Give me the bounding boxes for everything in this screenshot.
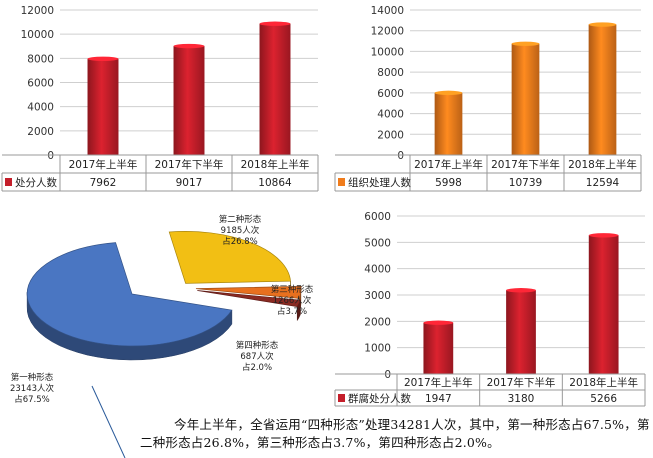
data-label: 7962	[90, 177, 117, 189]
bar-top	[423, 320, 454, 325]
pie-slice	[197, 290, 301, 307]
y-tick-label: 10000	[371, 46, 404, 58]
legend-label: 处分人数	[15, 176, 57, 189]
legend-swatch	[5, 178, 12, 186]
data-label: 9017	[176, 177, 203, 189]
pie-label: 1266人次	[273, 295, 312, 306]
y-tick-label: 5000	[364, 237, 391, 249]
pie-label: 占2.0%	[242, 362, 272, 373]
leader-line	[91, 385, 126, 458]
bar	[259, 23, 291, 155]
bar-top	[511, 41, 540, 46]
pie-label: 占67.5%	[14, 394, 50, 405]
y-tick-label: 2000	[27, 126, 54, 138]
x-tick-label: 2017年上半年	[404, 376, 473, 389]
chart-organizational-handling: 0 2000 4000 6000 8000 10000 12000 14000 2017年上半年…	[334, 5, 642, 192]
bar	[434, 92, 463, 155]
bar-top	[506, 288, 536, 293]
pie-slice	[195, 286, 302, 299]
data-label: 10864	[258, 177, 292, 189]
pie-label: 占3.7%	[277, 306, 307, 317]
bar	[506, 290, 536, 374]
bar	[423, 322, 454, 374]
pie-label: 第三种形态	[271, 284, 314, 295]
y-tick-label: 6000	[377, 88, 404, 100]
bar-top	[87, 56, 119, 61]
x-tick-label: 2018年上半年	[569, 376, 638, 389]
pie-label: 687人次	[240, 351, 274, 362]
x-tick-label: 2017年下半年	[491, 158, 560, 171]
x-tick-label: 2018年上半年	[568, 158, 637, 171]
y-tick-label: 1000	[364, 343, 391, 355]
y-tick-label: 3000	[364, 290, 391, 302]
caption-text: 今年上半年，全省运用“四种形态”处理34281人次，其中，第一种形态占67.5%…	[140, 417, 650, 450]
y-tick-label: 0	[397, 150, 404, 162]
data-label: 5998	[435, 177, 462, 189]
y-tick-label: 4000	[27, 102, 54, 114]
bar-top	[173, 43, 205, 49]
pie-label: 第二种形态	[219, 214, 262, 225]
legend-label: 组织处理人数	[348, 176, 411, 189]
bar-top	[434, 90, 463, 96]
y-tick-label: 8000	[377, 67, 404, 79]
y-tick-label: 12000	[371, 26, 404, 38]
y-tick-label: 2000	[364, 316, 391, 328]
pie-slice	[26, 242, 233, 347]
bar-top	[588, 22, 617, 27]
pie-label: 第一种形态	[11, 372, 54, 383]
legend-swatch	[338, 394, 345, 402]
y-tick-label: 2000	[377, 129, 404, 141]
data-label: 12594	[586, 177, 620, 189]
data-label: 1947	[425, 393, 452, 405]
bar	[87, 58, 119, 156]
chart-group-corruption: 0 1000 2000 3000 4000 5000 6000 2017年上半年 1947 201…	[334, 211, 646, 407]
x-tick-label: 2017年上半年	[69, 158, 138, 171]
y-tick-label: 4000	[377, 109, 404, 121]
y-tick-label: 0	[384, 369, 391, 381]
x-tick-label: 2017年下半年	[487, 376, 556, 389]
x-tick-label: 2018年上半年	[241, 158, 310, 171]
pie-label: 23143人次	[10, 383, 55, 394]
bar-top	[259, 21, 291, 26]
y-tick-label: 8000	[27, 53, 54, 65]
pie-label: 9185人次	[221, 225, 260, 236]
x-tick-label: 2017年上半年	[414, 158, 483, 171]
bar	[511, 43, 540, 155]
y-tick-label: 4000	[364, 264, 391, 276]
pie-label: 第四种形态	[236, 340, 279, 351]
y-tick-label: 10000	[21, 29, 54, 41]
x-tick-label: 2017年下半年	[155, 158, 224, 171]
y-tick-label: 0	[47, 150, 54, 162]
pie-label: 占26.8%	[222, 236, 258, 247]
data-label: 5266	[590, 393, 617, 405]
legend-label: 群腐处分人数	[348, 392, 411, 405]
y-tick-label: 6000	[27, 78, 54, 90]
y-tick-label: 14000	[371, 5, 404, 17]
bar	[173, 46, 205, 155]
y-tick-label: 12000	[21, 5, 54, 17]
bar-top	[588, 233, 619, 238]
pie-slice	[168, 231, 291, 284]
data-label: 10739	[509, 177, 542, 189]
legend-swatch	[338, 178, 345, 186]
y-tick-label: 6000	[364, 211, 391, 223]
bar	[588, 24, 617, 155]
chart-discipline-count: 0 2000 4000 6000 8000 10000 12000 2017年上半年 7962 2…	[1, 5, 319, 192]
bar	[588, 235, 619, 374]
data-label: 3180	[508, 393, 535, 405]
